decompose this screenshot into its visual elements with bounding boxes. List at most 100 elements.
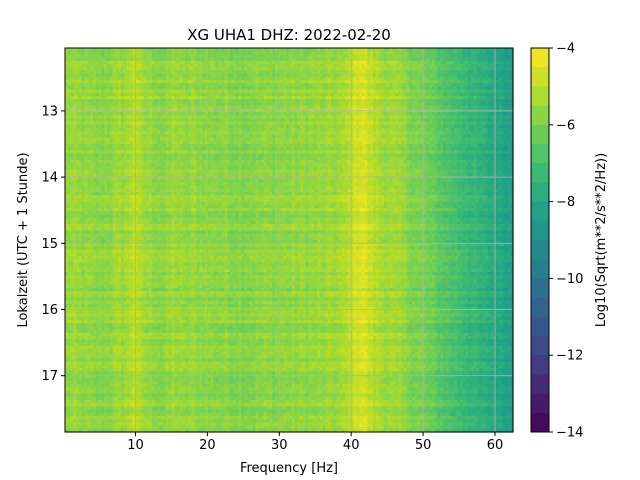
- heatmap-cell: [157, 92, 161, 97]
- heatmap-cell: [199, 112, 203, 116]
- heatmap-cell: [221, 92, 226, 97]
- heatmap-cell: [65, 67, 69, 71]
- heatmap-cell: [462, 99, 466, 103]
- heatmap-cell: [434, 89, 438, 94]
- heatmap-cell: [353, 80, 357, 84]
- heatmap-cell: [233, 76, 237, 81]
- heatmap-cell: [275, 118, 279, 123]
- heatmap-cell: [353, 102, 357, 107]
- heatmap-cell: [224, 96, 228, 100]
- heatmap-cell: [199, 57, 203, 62]
- heatmap-cell: [381, 89, 385, 94]
- heatmap-cell: [406, 64, 410, 68]
- heatmap-cell: [361, 48, 366, 52]
- heatmap-cell: [191, 102, 195, 107]
- heatmap-cell: [465, 118, 469, 123]
- heatmap-cell: [448, 80, 452, 84]
- heatmap-cell: [465, 64, 469, 68]
- heatmap-cell: [375, 48, 380, 52]
- heatmap-cell: [336, 92, 340, 97]
- heatmap-cell: [266, 51, 270, 55]
- heatmap-cell: [126, 73, 130, 78]
- heatmap-cell: [90, 124, 94, 129]
- heatmap-cell: [196, 70, 200, 75]
- heatmap-cell: [126, 83, 130, 87]
- heatmap-cell: [135, 54, 139, 59]
- heatmap-cell: [291, 96, 296, 100]
- heatmap-cell: [241, 48, 245, 52]
- heatmap-cell: [216, 60, 220, 65]
- heatmap-cell: [409, 64, 413, 68]
- heatmap-cell: [87, 102, 91, 107]
- heatmap-cell: [233, 96, 237, 100]
- heatmap-cell: [205, 128, 209, 132]
- heatmap-cell: [482, 54, 486, 59]
- heatmap-cell: [182, 67, 186, 71]
- heatmap-cell: [84, 83, 88, 87]
- heatmap-cell: [473, 96, 478, 100]
- heatmap-cell: [347, 64, 352, 68]
- heatmap-cell: [381, 105, 385, 110]
- heatmap-cell: [471, 118, 475, 123]
- heatmap-cell: [79, 57, 83, 62]
- heatmap-cell: [160, 102, 164, 107]
- heatmap-cell: [121, 64, 125, 68]
- heatmap-cell: [395, 115, 399, 119]
- heatmap-cell: [308, 76, 312, 81]
- heatmap-cell: [294, 51, 298, 55]
- heatmap-cell: [445, 112, 450, 116]
- heatmap-cell: [406, 99, 410, 103]
- heatmap-cell: [244, 121, 248, 126]
- heatmap-cell: [445, 83, 450, 87]
- heatmap-cell: [143, 83, 147, 87]
- heatmap-cell: [473, 64, 478, 68]
- heatmap-cell: [174, 48, 178, 52]
- heatmap-cell: [255, 92, 259, 97]
- heatmap-cell: [401, 64, 405, 68]
- heatmap-cell: [261, 54, 265, 59]
- heatmap-cell: [412, 99, 416, 103]
- heatmap-cell: [431, 112, 436, 116]
- heatmap-cell: [426, 54, 430, 59]
- heatmap-cell: [213, 102, 217, 107]
- heatmap-cell: [356, 70, 360, 75]
- heatmap-cell: [261, 124, 265, 129]
- heatmap-cell: [333, 83, 338, 87]
- heatmap-cell: [81, 92, 86, 97]
- heatmap-cell: [499, 64, 503, 68]
- heatmap-cell: [151, 57, 156, 62]
- heatmap-cell: [378, 105, 382, 110]
- heatmap-cell: [199, 118, 203, 123]
- heatmap-cell: [314, 80, 318, 84]
- heatmap-cell: [434, 115, 438, 119]
- heatmap-cell: [485, 67, 489, 71]
- heatmap-cell: [154, 86, 158, 91]
- heatmap-cell: [165, 89, 170, 94]
- heatmap-cell: [350, 51, 354, 55]
- heatmap-cell: [342, 48, 346, 52]
- heatmap-cell: [496, 105, 500, 110]
- heatmap-cell: [457, 112, 461, 116]
- heatmap-cell: [165, 48, 170, 52]
- heatmap-cell: [165, 99, 170, 103]
- heatmap-cell: [490, 124, 494, 129]
- heatmap-cell: [137, 80, 142, 84]
- heatmap-cell: [356, 51, 360, 55]
- heatmap-cell: [311, 118, 315, 123]
- heatmap-cell: [233, 60, 237, 65]
- heatmap-cell: [423, 76, 427, 81]
- heatmap-cell: [90, 73, 94, 78]
- heatmap-cell: [305, 102, 310, 107]
- heatmap-cell: [415, 124, 419, 129]
- heatmap-cell: [434, 86, 438, 91]
- heatmap-cell: [191, 70, 195, 75]
- heatmap-cell: [289, 48, 293, 52]
- heatmap-cell: [275, 86, 279, 91]
- heatmap-cell: [160, 54, 164, 59]
- heatmap-cell: [328, 80, 332, 84]
- heatmap-cell: [87, 67, 91, 71]
- heatmap-cell: [255, 105, 259, 110]
- heatmap-cell: [443, 54, 447, 59]
- heatmap-cell: [160, 112, 164, 116]
- heatmap-cell: [485, 86, 489, 91]
